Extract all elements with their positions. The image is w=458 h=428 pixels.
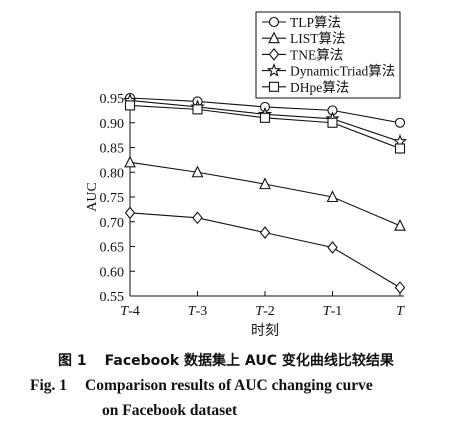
data-point bbox=[191, 165, 204, 178]
series-square bbox=[124, 100, 406, 154]
legend-marker bbox=[268, 31, 280, 44]
legend-label: TLP算法 bbox=[290, 15, 341, 30]
y-tick-label: 0.85 bbox=[100, 142, 125, 157]
x-tick-label: T-4 bbox=[120, 304, 139, 319]
x-tick-label: T-2 bbox=[255, 304, 274, 319]
y-tick-label: 0.80 bbox=[100, 166, 125, 181]
caption-en-line1: Comparison results of AUC changing curve bbox=[85, 377, 373, 394]
x-tick-label: T-3 bbox=[188, 304, 207, 319]
data-point bbox=[124, 206, 136, 220]
data-point bbox=[327, 241, 338, 254]
data-point bbox=[394, 281, 406, 294]
series-diamond bbox=[124, 206, 406, 294]
y-tick-label: 0.60 bbox=[100, 265, 125, 280]
y-tick-label: 0.65 bbox=[100, 241, 125, 256]
caption-en-line2: on Facebook dataset bbox=[102, 402, 238, 419]
caption-en-label: Fig. 1 bbox=[30, 377, 68, 394]
legend-marker bbox=[268, 81, 280, 92]
legend-entry: LIST算法 bbox=[262, 31, 346, 46]
legend-label: TNE算法 bbox=[290, 47, 343, 62]
figure-caption-english-line1: Fig. 1 Comparison results of AUC changing… bbox=[30, 377, 458, 395]
legend-label: DynamicTriad算法 bbox=[290, 64, 395, 79]
legend-entry: TLP算法 bbox=[262, 15, 341, 30]
legend-marker bbox=[266, 63, 282, 77]
data-point bbox=[259, 112, 271, 123]
chart-series bbox=[122, 92, 408, 294]
legend-box bbox=[255, 11, 401, 99]
data-point bbox=[192, 104, 203, 115]
y-tick-label: 0.75 bbox=[100, 191, 125, 206]
legend-label: LIST算法 bbox=[290, 31, 346, 46]
y-tick-label: 0.55 bbox=[100, 290, 125, 305]
data-point bbox=[394, 117, 406, 128]
y-tick-label: 0.95 bbox=[100, 92, 125, 107]
x-tick-label: T bbox=[396, 304, 405, 319]
legend-entry: DHpe算法 bbox=[262, 80, 349, 95]
series-line bbox=[129, 212, 401, 289]
y-tick-label: 0.90 bbox=[100, 117, 125, 132]
data-point bbox=[394, 218, 406, 231]
data-point bbox=[192, 211, 203, 225]
data-point bbox=[327, 117, 338, 128]
x-axis-label: 时刻 bbox=[251, 323, 279, 339]
legend-entry: TNE算法 bbox=[262, 47, 343, 62]
caption-cn-text: Facebook 数据集上 AUC 变化曲线比较结果 bbox=[104, 353, 394, 369]
y-tick-label: 0.70 bbox=[100, 216, 125, 231]
data-point bbox=[124, 155, 136, 168]
legend-marker bbox=[268, 16, 280, 28]
data-point bbox=[259, 226, 271, 240]
data-point bbox=[124, 100, 136, 111]
caption-cn-label: 图 1 bbox=[58, 353, 87, 369]
data-point bbox=[394, 143, 406, 154]
y-axis-label: AUC bbox=[85, 182, 100, 212]
legend-label: DHpe算法 bbox=[290, 80, 349, 95]
data-point bbox=[326, 190, 339, 203]
legend-marker bbox=[268, 48, 280, 61]
chart-axes: 0.55 0.60 0.65 0.70 0.75 0.80 0.85 0.90 0.95 T-4 T… bbox=[85, 92, 405, 339]
series-triangle bbox=[124, 155, 406, 231]
figure-caption-english-line2: on Facebook dataset bbox=[102, 402, 458, 420]
legend-entry: DynamicTriad算法 bbox=[262, 63, 395, 79]
x-tick-label: T-1 bbox=[323, 304, 342, 319]
figure-caption-chinese: 图 1 Facebook 数据集上 AUC 变化曲线比较结果 bbox=[58, 350, 458, 370]
data-point bbox=[259, 177, 271, 190]
